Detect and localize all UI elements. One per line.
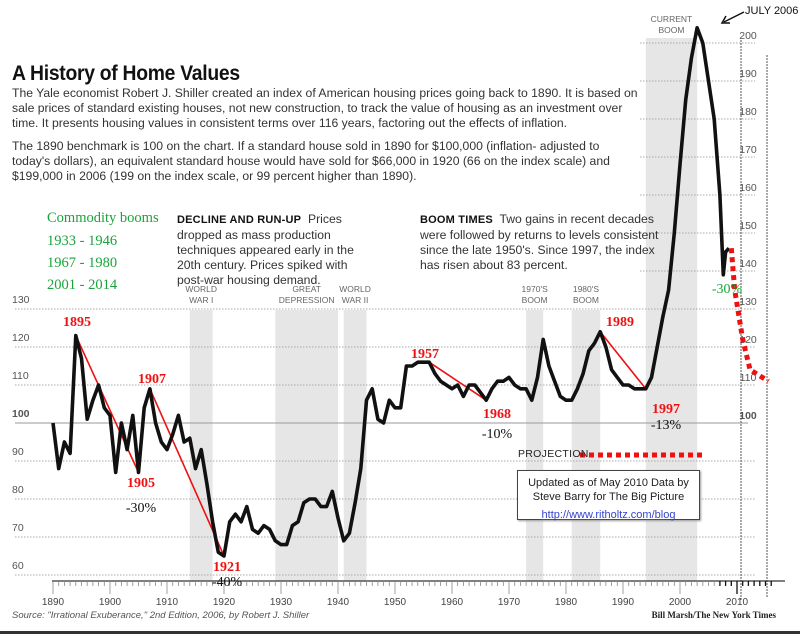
trend-change-label: -10%	[482, 427, 513, 442]
y-tick-label-right: 150	[739, 220, 757, 232]
y-tick-label-left: 80	[12, 484, 24, 496]
band-label: CURRENT	[651, 14, 693, 24]
update-line: Steve Barry for The Big Picture	[532, 491, 685, 503]
band-label: BOOM	[658, 25, 684, 35]
trend-end-label: 1997	[652, 402, 680, 417]
x-tick-label: 1900	[99, 597, 122, 608]
update-line: Updated as of May 2010 Data by	[528, 477, 689, 489]
trend-end-label: 1968	[483, 407, 511, 422]
credit: Bill Marsh/The New York Times	[651, 610, 776, 620]
arrow-head-icon	[720, 15, 730, 24]
trend-end-label: 1905	[127, 476, 155, 491]
y-tick-label-left: 90	[12, 446, 24, 458]
trend-change-label: -13%	[651, 418, 682, 433]
bottom-rule	[0, 631, 800, 634]
y-tick-label-right: 140	[739, 258, 757, 270]
decline-heading: DECLINE AND RUN-UP	[177, 214, 302, 226]
y-tick-label-right: 180	[739, 106, 757, 118]
trend-line	[428, 361, 487, 401]
y-tick-label-right: 120	[739, 334, 757, 346]
index-line	[51, 25, 731, 558]
x-tick-label: 1890	[42, 597, 65, 608]
trend-change-label: -30%	[126, 501, 157, 516]
trend-line	[149, 388, 225, 557]
band-label: WORLD	[339, 284, 371, 294]
source-note: Source: "Irrational Exuberance," 2nd Edi…	[12, 610, 310, 621]
band-label: 1980'S	[573, 284, 600, 294]
x-tick-label: 2000	[669, 597, 692, 608]
band-label: 1970'S	[522, 284, 549, 294]
trend-start-label: 1895	[63, 315, 91, 330]
trend-end-label: 1921	[213, 560, 241, 575]
y-tick-label-right: 100	[739, 410, 757, 422]
trend-change-label: -40%	[212, 575, 243, 590]
x-tick-label: 1920	[213, 597, 236, 608]
band-label: BOOM	[522, 295, 548, 305]
shaded-band	[275, 310, 338, 581]
y-tick-label-left: 110	[12, 370, 29, 382]
y-tick-label-right: 200	[739, 30, 757, 42]
recent-change-label: -30%	[712, 282, 743, 297]
y-tick-label-right: 190	[739, 68, 757, 80]
band-label: WAR I	[189, 295, 213, 305]
band-label: WORLD	[185, 284, 217, 294]
commodity-booms-title: Commodity booms	[47, 210, 159, 226]
boom-heading: BOOM TIMES	[420, 214, 493, 226]
trend-start-label: 1907	[138, 372, 166, 387]
shaded-band	[343, 310, 367, 581]
benchmark-text: The 1890 benchmark is 100 on the chart. …	[12, 139, 610, 183]
band-label: GREAT	[292, 284, 321, 294]
band-label: WAR II	[342, 295, 369, 305]
y-tick-label-right: 170	[739, 144, 757, 156]
x-tick-label: 1910	[156, 597, 179, 608]
commodity-period: 1967 - 1980	[47, 255, 118, 271]
x-tick-label: 1970	[498, 597, 521, 608]
decline-text: Prices dropped as mass production techni…	[177, 212, 354, 287]
trend-line	[599, 331, 647, 390]
blog-link[interactable]: http://www.ritholtz.com/blog	[541, 509, 676, 521]
x-tick-label: 1980	[555, 597, 578, 608]
shaded-band	[571, 310, 601, 581]
x-tick-label: 1940	[327, 597, 350, 608]
x-tick-label: 2010	[726, 597, 749, 608]
y-tick-label-left: 130	[12, 294, 30, 306]
decline-note: DECLINE AND RUN-UP Prices dropped as mas…	[177, 212, 357, 288]
update-box: Updated as of May 2010 Data by Steve Bar…	[517, 470, 700, 521]
page-title: A History of Home Values	[12, 62, 240, 85]
y-tick-label-right: 130	[739, 296, 757, 308]
boom-text: Two gains in recent decades were followe…	[420, 212, 659, 272]
y-tick-label-right: 160	[739, 182, 757, 194]
boom-note: BOOM TIMES Two gains in recent decades w…	[420, 212, 670, 273]
shaded-band	[189, 310, 213, 581]
peak-label: JULY 2006	[745, 5, 798, 17]
trend-start-label: 1957	[411, 347, 439, 362]
commodity-period: 2001 - 2014	[47, 277, 118, 293]
y-tick-label-right: 110	[740, 372, 757, 384]
x-tick-label: 1990	[612, 597, 635, 608]
x-tick-label: 1930	[270, 597, 293, 608]
peak-arrow	[723, 11, 745, 23]
y-tick-label-left: 60	[12, 560, 24, 572]
commodity-period: 1933 - 1946	[47, 233, 118, 249]
intro-text: The Yale economist Robert J. Shiller cre…	[12, 86, 638, 130]
trend-start-label: 1989	[606, 315, 634, 330]
x-tick-label: 1950	[384, 597, 407, 608]
band-label: BOOM	[573, 295, 599, 305]
y-tick-label-left: 70	[12, 522, 24, 534]
y-tick-label-left: 100	[12, 408, 30, 420]
y-tick-label-left: 120	[12, 332, 30, 344]
projection-line	[728, 247, 770, 384]
projection-legend-label: PROJECTION	[518, 448, 589, 460]
x-tick-label: 1960	[441, 597, 464, 608]
band-label: DEPRESSION	[279, 295, 335, 305]
